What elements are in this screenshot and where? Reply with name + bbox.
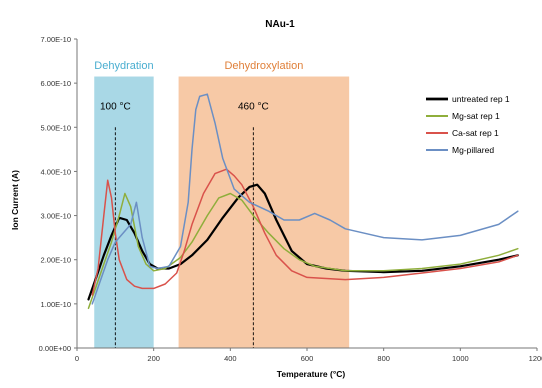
series-line-mg-sat-rep-1 [87, 192, 519, 310]
y-axis-label: Ion Current (A) [10, 170, 20, 230]
region-layer: Dehydration Dehydroxylation [94, 60, 350, 349]
annotation-label-1: 100 °C [100, 102, 131, 113]
legend: untreated rep 1 Mg-sat rep 1 Ca-sat rep 1 M… [426, 94, 510, 155]
x-tick-label: 200 [147, 354, 160, 363]
y-tick-label: 2.00E-10 [41, 256, 71, 265]
region-label-1: Dehydration [94, 60, 153, 72]
legend-label-4: Mg-pillared [452, 145, 494, 155]
x-tick-label: 600 [301, 354, 314, 363]
y-tick-label: 6.00E-10 [41, 79, 71, 88]
legend-label-2: Mg-sat rep 1 [452, 111, 500, 121]
y-tick-label: 0.00E+00 [39, 344, 71, 353]
series-line-mg-pillared [91, 93, 519, 305]
y-tick-label: 5.00E-10 [41, 123, 71, 132]
legend-label-1: untreated rep 1 [452, 94, 510, 104]
x-tick-label: 400 [224, 354, 237, 363]
y-tick-label: 7.00E-10 [41, 35, 71, 44]
chart-title: NAu-1 [265, 19, 295, 30]
x-axis-label: Temperature (°C) [277, 369, 346, 379]
x-tick-label: 800 [377, 354, 390, 363]
x-tick-label: 0 [75, 354, 79, 363]
series-line-ca-sat-rep-1 [91, 168, 519, 296]
series-layer [87, 93, 519, 310]
region-band-2 [178, 76, 350, 349]
region-band-1 [94, 76, 154, 349]
y-tick-label: 4.00E-10 [41, 167, 71, 176]
x-tick-label: 1000 [452, 354, 469, 363]
y-tick-label: 3.00E-10 [41, 212, 71, 221]
annotation-label-2: 460 °C [238, 102, 269, 113]
legend-label-3: Ca-sat rep 1 [452, 128, 499, 138]
region-label-2: Dehydroxylation [224, 60, 303, 72]
y-tick-label: 1.00E-10 [41, 300, 71, 309]
